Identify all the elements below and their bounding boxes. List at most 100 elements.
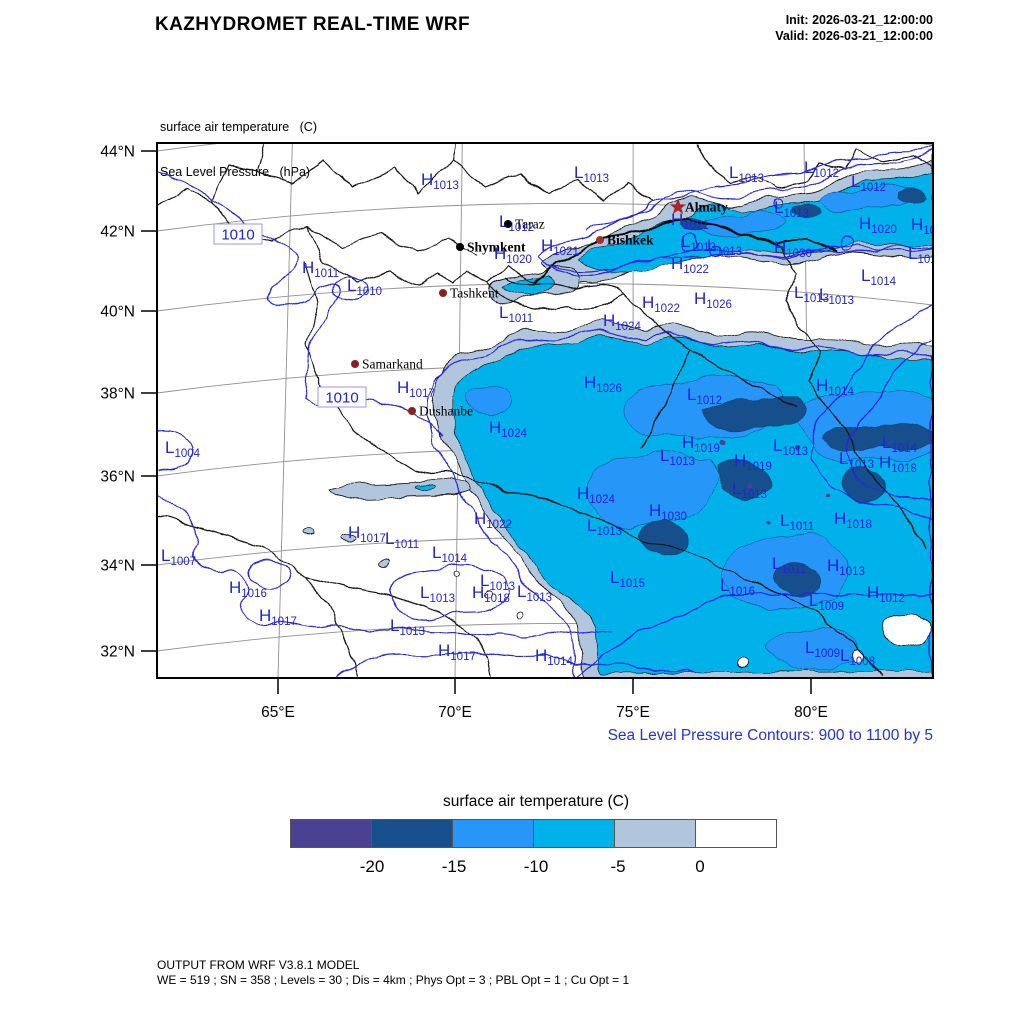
pressure-label-l1013: L1013	[480, 571, 515, 593]
pressure-label-l1012: L1012	[851, 172, 886, 194]
colorbar-cell-2	[452, 819, 534, 848]
pressure-label-l1013: L1013	[707, 236, 742, 258]
pressure-label-l1012: L1012	[804, 158, 839, 180]
pressure-label-l1013: L1013	[774, 198, 809, 220]
pressure-label-l1014: L1014	[908, 244, 944, 266]
pressure-label-l1014: L1014	[432, 543, 468, 565]
footer-model-line: OUTPUT FROM WRF V3.8.1 MODEL	[157, 958, 360, 972]
pressure-label-h1024: H1024	[577, 484, 615, 506]
city-label: Tashkent	[450, 286, 499, 301]
pressure-label-l1008: L1008	[840, 646, 875, 668]
pressure-label-h1019: H1019	[682, 433, 720, 455]
pressure-label-l1007: L1007	[161, 546, 196, 568]
pressure-label-l1013: L1013	[574, 163, 609, 185]
pressure-label-h1024: H1024	[603, 311, 641, 333]
pressure-label-h1021: H1021	[541, 236, 579, 258]
lon-tick-label: 75°E	[616, 704, 650, 721]
lat-tick-label: 38°N	[100, 386, 135, 403]
pressure-label-l1010: L1010	[347, 276, 382, 298]
pressure-label-l1013: L1013	[729, 163, 764, 185]
pressure-label-h1018: H1018	[879, 453, 917, 475]
city-marker-samarkand: Samarkand	[351, 357, 423, 372]
pressure-label-h1020: H1020	[859, 214, 897, 236]
city-marker-taraz: Taraz	[504, 217, 545, 232]
pressure-label-h1026: H1026	[584, 373, 622, 395]
axis-ticks: 44°N 42°N 40°N 38°N 36°N 34°N 32°N 65°E 70°E 75°E…	[100, 144, 828, 722]
pressure-label-h1017: H1017	[397, 378, 435, 400]
pressure-label-l1013: L1013	[517, 582, 552, 604]
lat-tick-label: 34°N	[100, 558, 135, 575]
valid-time: Valid: 2026-03-21_12:00:00	[775, 29, 933, 43]
lon-tick-label: 65°E	[261, 704, 295, 721]
lon-tick-label: 70°E	[438, 704, 472, 721]
pressure-label-l1012: L1012	[687, 385, 722, 407]
pressure-label-h1013: H1013	[421, 170, 459, 192]
pressure-label-h1013: H1013	[827, 556, 865, 578]
geography-layer	[157, 143, 933, 678]
lat-tick-label: 44°N	[100, 144, 135, 161]
slp-contours-caption: Sea Level Pressure Contours: 900 to 1100…	[607, 727, 933, 744]
pressure-label-h1014: H1014	[816, 376, 854, 398]
pressure-label-h1017: H1017	[348, 523, 386, 545]
pressure-label-h1026: H1026	[694, 289, 732, 311]
svg-text:1010: 1010	[325, 390, 358, 407]
pressure-label-h1030: H1030	[649, 501, 687, 523]
city-dot-icon	[596, 236, 604, 244]
pressure-label-h1018: H1018	[834, 509, 872, 531]
svg-text:1010: 1010	[221, 227, 254, 244]
city-dot-icon	[408, 407, 416, 415]
colorbar-cell-5	[695, 819, 777, 848]
pressure-label-h1022: H1022	[642, 293, 680, 315]
page-title: KAZHYDROMET REAL-TIME WRF	[155, 14, 471, 35]
city-marker-tashkent: Tashkent	[439, 286, 499, 301]
colorbar-cell-4	[614, 819, 696, 848]
pressure-label-l1009: L1009	[809, 591, 844, 613]
model-footer: OUTPUT FROM WRF V3.8.1 MODEL WE = 519 ; …	[157, 958, 629, 988]
pressure-label-h1024: H1024	[489, 418, 527, 440]
boxed-contour-label: 1010	[213, 223, 263, 245]
map-area: 1010 1010 H1013 L1013 L1013 L1012 L1012 L1013 H…	[100, 142, 934, 721]
pressure-label-h1030: H1030	[774, 238, 812, 260]
city-marker-dushanbe: Dushanbe	[408, 404, 473, 419]
colorbar-cell-0	[290, 819, 372, 848]
city-label: Samarkand	[362, 357, 423, 372]
pressure-label-l1013: L1013	[660, 446, 695, 468]
pressure-label-l1015: L1015	[610, 568, 645, 590]
colorbar-tick-label: 0	[695, 857, 705, 876]
pressure-label-l1012: L1012	[499, 212, 534, 234]
pressure-label-h1019: H1019	[734, 451, 772, 473]
colorbar-tick-label: -5	[610, 857, 626, 876]
city-dot-icon	[439, 289, 447, 297]
city-star-icon	[669, 198, 687, 215]
pressure-label-l1013: L1013	[681, 232, 716, 254]
pressure-label-h1020: H1020	[494, 244, 532, 266]
pressure-label-h1022: H1022	[671, 254, 709, 276]
colorbar-tick-labels: -20 -15 -10 -5 0	[290, 857, 782, 877]
lat-tick-label: 32°N	[100, 644, 135, 661]
pressure-label-h1014: H1014	[535, 646, 573, 668]
pressure-label-h1018: H1018	[472, 583, 510, 605]
pressure-label-l1013: L1013	[773, 436, 808, 458]
pressure-label-h1022: H1022	[474, 509, 512, 531]
temperature-colorbar	[290, 819, 782, 848]
city-label: Bishkek	[607, 233, 654, 248]
pressure-label-l1013: L1013	[839, 449, 874, 471]
pressure-label-h1021: H1021	[671, 210, 709, 232]
lon-tick-label: 80°E	[794, 704, 828, 721]
meridian-gridline	[277, 143, 293, 678]
pressure-label-h1011: H1011	[302, 258, 339, 280]
pressure-label-l1013: L1013	[390, 616, 425, 638]
pressure-label-l1013: L1013	[587, 516, 622, 538]
city-dot-icon	[351, 360, 359, 368]
pressure-label-l1013: L1013	[420, 583, 455, 605]
pressure-label-l1011: L1011	[772, 554, 806, 576]
pressure-label-l1013: L1013	[732, 479, 767, 501]
pressure-label-l1009: L1009	[805, 638, 840, 660]
city-dot-icon	[504, 220, 512, 228]
pressure-label-l1011: L1011	[385, 529, 419, 551]
colorbar-tick-label: -15	[441, 857, 467, 876]
field-label-temperature: surface air temperature (C)	[160, 120, 317, 134]
